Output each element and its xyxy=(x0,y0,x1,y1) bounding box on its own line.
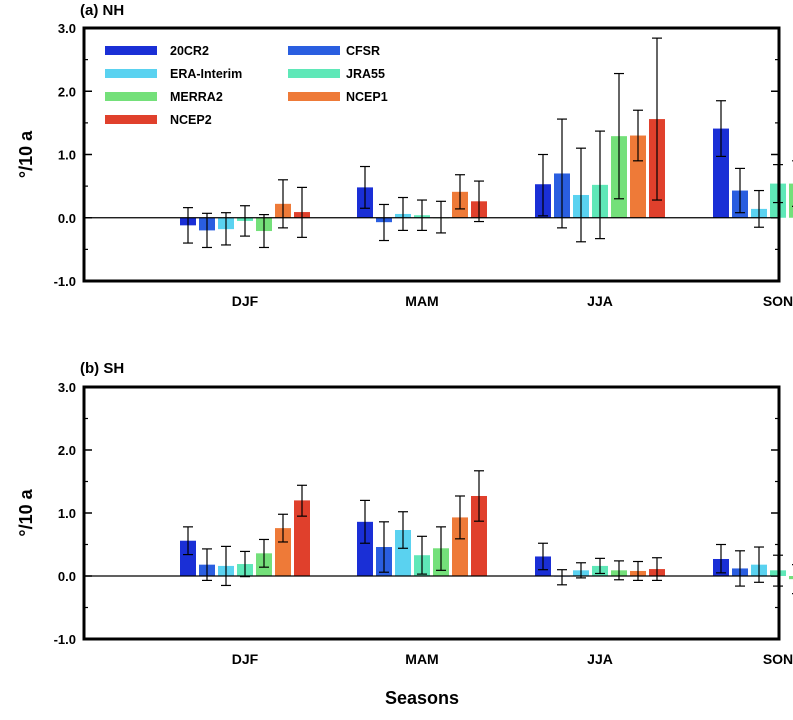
plot-frame xyxy=(82,385,781,641)
x-tick-label: SON xyxy=(763,293,793,309)
legend-swatch-merra2 xyxy=(105,92,157,101)
panel-sh: (b) SH °/10 a -1.0 0.0 1.0 2.0 3.0 DJF MAM JJA SON xyxy=(16,360,793,667)
x-tick-label: SON xyxy=(763,651,793,667)
x-tick-label: JJA xyxy=(587,293,613,309)
panel-title: (a) NH xyxy=(80,2,124,19)
legend-label: CFSR xyxy=(346,44,380,58)
bar-ncep2-mam xyxy=(471,495,487,576)
x-tick-label: JJA xyxy=(587,651,613,667)
legend-label: MERRA2 xyxy=(170,90,223,104)
y-tick-label: 3.0 xyxy=(58,21,76,36)
y-axis-label: °/10 a xyxy=(16,488,36,536)
y-tick-label: 0.0 xyxy=(58,211,76,226)
bar-20cr2-djf xyxy=(180,540,196,576)
legend-swatch-cfsr xyxy=(288,46,340,55)
legend-label: NCEP2 xyxy=(170,113,212,127)
bar-ncep1-djf xyxy=(275,528,291,576)
x-tick-label: MAM xyxy=(405,293,438,309)
bar-20cr2-mam xyxy=(357,521,373,576)
legend-swatch-ncep2 xyxy=(105,115,157,124)
bar-20cr2-son xyxy=(713,128,729,218)
bar-ncep1-jja xyxy=(630,135,646,218)
x-axis-label: Seasons xyxy=(385,688,459,708)
y-tick-label: 3.0 xyxy=(58,380,76,395)
y-axis-label: °/10 a xyxy=(16,130,36,178)
legend-label: NCEP1 xyxy=(346,90,388,104)
x-tick-label: DJF xyxy=(232,293,259,309)
legend-label: 20CR2 xyxy=(170,44,209,58)
y-tick-label: -1.0 xyxy=(54,632,76,647)
legend-label: JRA55 xyxy=(346,67,385,81)
x-tick-label: MAM xyxy=(405,651,438,667)
bar-ncep1-mam xyxy=(452,517,468,576)
y-tick-label: 1.0 xyxy=(58,506,76,521)
legend-swatch-ncep1 xyxy=(288,92,340,101)
y-tick-label: 0.0 xyxy=(58,569,76,584)
legend-swatch-20cr2 xyxy=(105,46,157,55)
bar-ncep2-djf xyxy=(294,500,310,576)
panel-nh: (a) NH °/10 a -1.0 0.0 1.0 2.0 3.0 DJF MAM JJA SON xyxy=(16,2,793,309)
plot-frame xyxy=(82,26,781,283)
bar-merra2-son xyxy=(789,576,793,580)
legend-swatch-era-interim xyxy=(105,69,157,78)
y-tick-label: -1.0 xyxy=(54,274,76,289)
legend-swatch-jra55 xyxy=(288,69,340,78)
x-tick-label: DJF xyxy=(232,651,259,667)
y-tick-label: 1.0 xyxy=(58,148,76,163)
legend: 20CR2 ERA-Interim MERRA2 NCEP2 CFSR JRA55 NCEP… xyxy=(105,44,388,127)
bar-era-interim-mam xyxy=(395,530,411,576)
y-tick-label: 2.0 xyxy=(58,84,76,99)
legend-label: ERA-Interim xyxy=(170,67,242,81)
panel-title: (b) SH xyxy=(80,360,124,377)
y-tick-label: 2.0 xyxy=(58,443,76,458)
bar-merra2-son xyxy=(789,183,793,218)
